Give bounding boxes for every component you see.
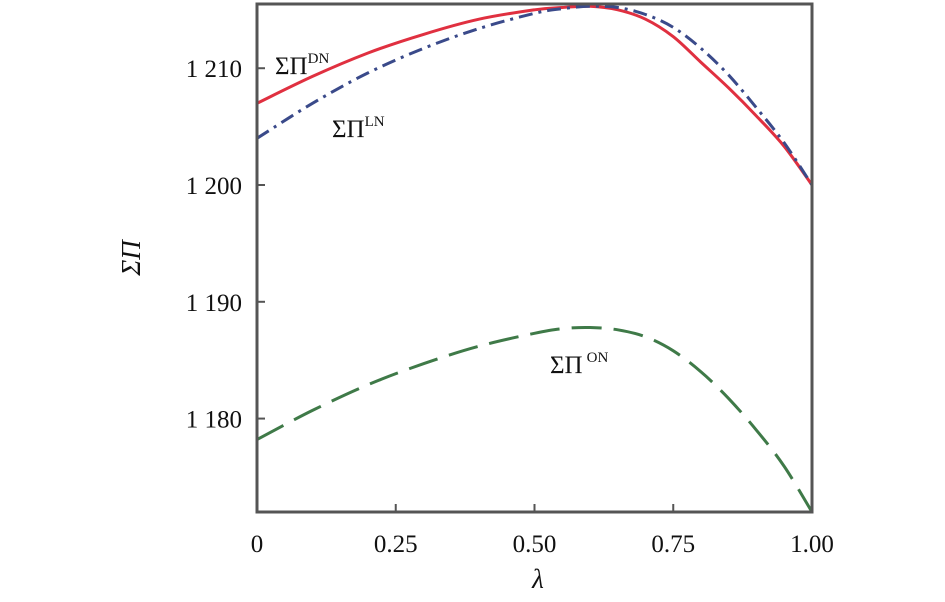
series-label-on: ΣΠ ON (550, 350, 608, 379)
series-label-ln-main: ΣΠ (332, 116, 365, 143)
x-tick-label: 0 (251, 531, 264, 558)
series-line-on (256, 325, 814, 513)
y-tick-label: 1 190 (186, 290, 242, 317)
x-tick-label: 0.50 (513, 531, 557, 558)
series-label-ln-sup: LN (365, 114, 385, 130)
series-line-ln (256, 4, 814, 186)
series-line-dn (256, 4, 814, 186)
series-label-on-sup: ON (587, 350, 609, 366)
series-label-dn-main: ΣΠ (275, 53, 308, 80)
x-tick-label: 0.75 (651, 531, 695, 558)
y-tick-label: 1 210 (186, 56, 242, 83)
axis-ticks: 1 180 1 190 1 200 1 210 0 0.25 0.50 0.75 1.00 (186, 56, 834, 558)
series-label-dn: ΣΠDN (275, 51, 329, 80)
x-tick-label: 1.00 (790, 531, 834, 558)
y-axis-title: ΣΠ (116, 239, 146, 277)
series-label-ln: ΣΠLN (332, 114, 385, 143)
x-tick-label: 0.25 (374, 531, 418, 558)
x-axis-title: λ (531, 564, 544, 594)
y-tick-label: 1 200 (186, 173, 242, 200)
y-tick-label: 1 180 (186, 407, 242, 434)
series-label-on-main: ΣΠ (550, 352, 583, 379)
plot-lines (256, 4, 814, 513)
series-label-dn-sup: DN (308, 51, 330, 67)
plot-frame (255, 2, 814, 514)
